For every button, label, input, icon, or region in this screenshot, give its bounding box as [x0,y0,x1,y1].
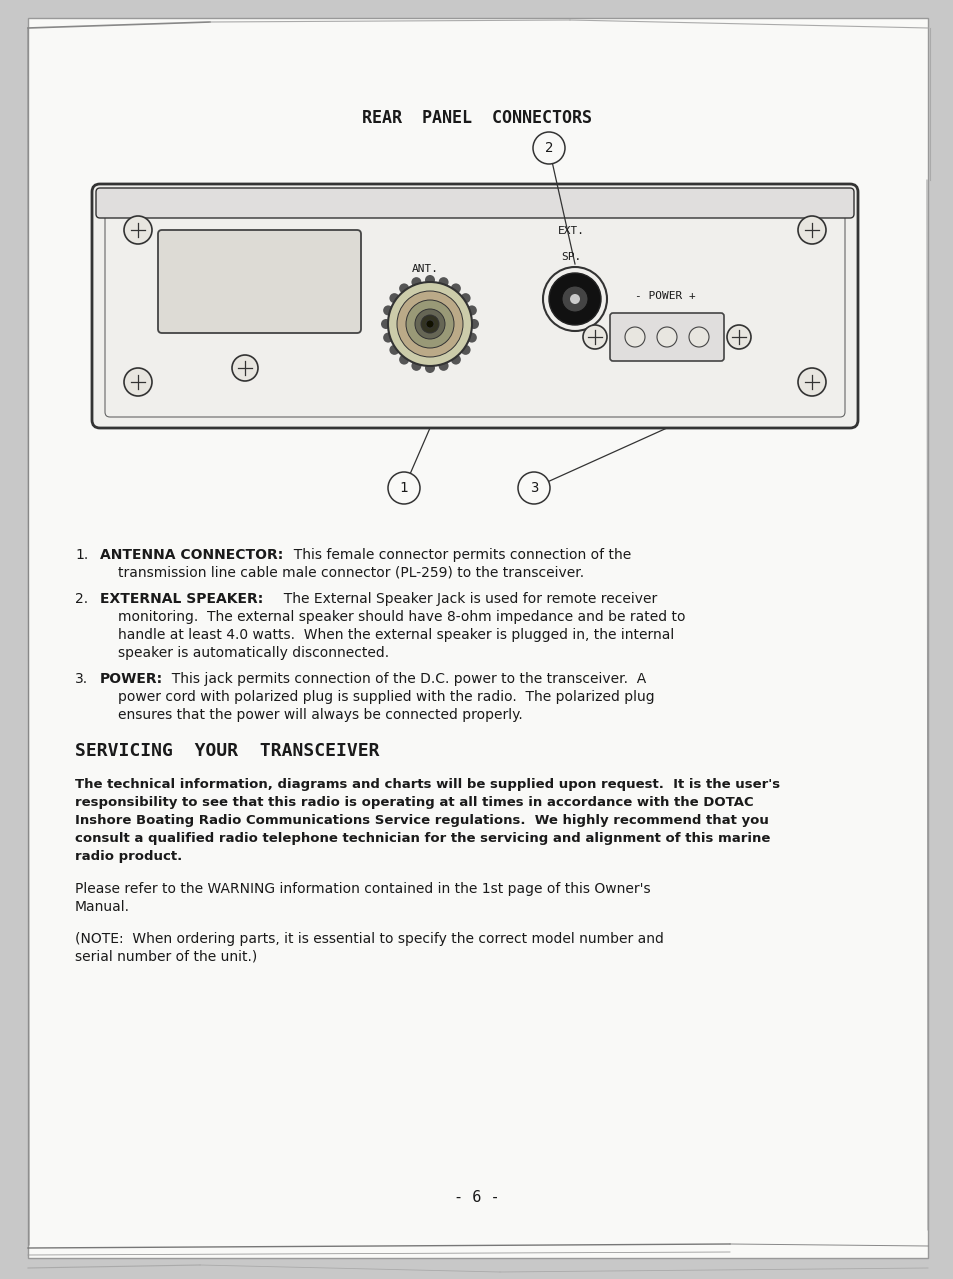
FancyBboxPatch shape [158,230,360,333]
Circle shape [726,325,750,349]
Circle shape [466,306,476,316]
Circle shape [388,281,472,366]
Text: 1: 1 [399,481,408,495]
Text: ANTENNA CONNECTOR:: ANTENNA CONNECTOR: [100,547,283,561]
Circle shape [389,345,399,354]
Circle shape [383,333,393,343]
Text: - POWER +: - POWER + [634,292,695,301]
Text: REAR  PANEL  CONNECTORS: REAR PANEL CONNECTORS [361,109,592,127]
Circle shape [469,318,478,329]
Text: responsibility to see that this radio is operating at all times in accordance wi: responsibility to see that this radio is… [75,796,753,810]
Circle shape [438,278,448,288]
Text: SP.: SP. [560,252,580,262]
Circle shape [232,356,257,381]
Circle shape [688,327,708,347]
Text: consult a qualified radio telephone technician for the servicing and alignment o: consult a qualified radio telephone tech… [75,833,770,845]
Circle shape [398,354,409,365]
Circle shape [411,278,421,288]
Text: EXT.: EXT. [557,226,584,237]
Text: 3.: 3. [75,671,88,686]
Text: ensures that the power will always be connected properly.: ensures that the power will always be co… [118,709,522,723]
Text: - 6 -: - 6 - [454,1191,499,1206]
Circle shape [624,327,644,347]
Circle shape [451,284,460,293]
Text: EXTERNAL SPEAKER:: EXTERNAL SPEAKER: [100,592,263,606]
Text: transmission line cable male connector (PL-259) to the transceiver.: transmission line cable male connector (… [118,567,583,579]
Circle shape [389,293,399,303]
Text: ANT.: ANT. [411,263,438,274]
Circle shape [424,363,435,373]
Circle shape [548,272,600,325]
Circle shape [533,132,564,164]
Circle shape [460,345,470,354]
Text: serial number of the unit.): serial number of the unit.) [75,950,257,964]
Text: POWER:: POWER: [100,671,163,686]
Circle shape [380,318,391,329]
Circle shape [420,315,438,333]
Circle shape [797,216,825,244]
Circle shape [517,472,550,504]
Circle shape [396,292,462,357]
Text: SERVICING  YOUR  TRANSCEIVER: SERVICING YOUR TRANSCEIVER [75,742,379,760]
Text: Inshore Boating Radio Communications Service regulations.  We highly recommend t: Inshore Boating Radio Communications Ser… [75,813,768,828]
Text: The External Speaker Jack is used for remote receiver: The External Speaker Jack is used for re… [274,592,657,606]
Circle shape [542,267,606,331]
Circle shape [466,333,476,343]
Circle shape [561,286,587,312]
Text: This jack permits connection of the D.C. power to the transceiver.  A: This jack permits connection of the D.C.… [163,671,645,686]
FancyBboxPatch shape [91,184,857,428]
FancyBboxPatch shape [609,313,723,361]
Circle shape [582,325,606,349]
Text: Please refer to the WARNING information contained in the 1st page of this Owner': Please refer to the WARNING information … [75,883,650,897]
Text: 3: 3 [529,481,537,495]
Circle shape [438,361,448,371]
Text: The technical information, diagrams and charts will be supplied upon request.  I: The technical information, diagrams and … [75,778,780,790]
Text: This female connector permits connection of the: This female connector permits connection… [285,547,631,561]
Text: speaker is automatically disconnected.: speaker is automatically disconnected. [118,646,389,660]
Circle shape [657,327,677,347]
Text: 2: 2 [544,141,553,155]
Circle shape [451,354,460,365]
Text: Manual.: Manual. [75,900,130,914]
Text: (NOTE:  When ordering parts, it is essential to specify the correct model number: (NOTE: When ordering parts, it is essent… [75,932,663,946]
Circle shape [406,301,454,348]
Circle shape [388,472,419,504]
Text: 1.: 1. [75,547,89,561]
Text: 2.: 2. [75,592,88,606]
Circle shape [426,320,434,327]
FancyBboxPatch shape [96,188,853,217]
Circle shape [383,306,393,316]
Circle shape [424,275,435,285]
Circle shape [797,368,825,396]
Text: monitoring.  The external speaker should have 8-ohm impedance and be rated to: monitoring. The external speaker should … [118,610,685,624]
Circle shape [415,310,444,339]
Circle shape [411,361,421,371]
Circle shape [124,216,152,244]
Text: handle at least 4.0 watts.  When the external speaker is plugged in, the interna: handle at least 4.0 watts. When the exte… [118,628,674,642]
Circle shape [460,293,470,303]
Text: power cord with polarized plug is supplied with the radio.  The polarized plug: power cord with polarized plug is suppli… [118,689,654,703]
Circle shape [569,294,579,304]
Text: radio product.: radio product. [75,851,182,863]
Circle shape [124,368,152,396]
FancyBboxPatch shape [28,18,927,1259]
Circle shape [398,284,409,293]
